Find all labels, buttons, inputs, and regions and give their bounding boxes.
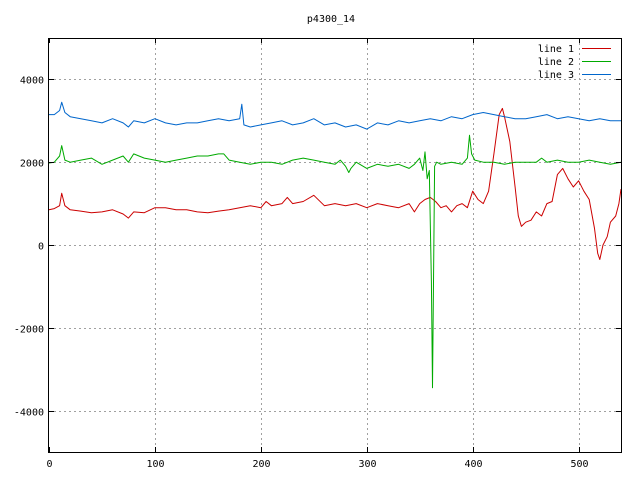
y-axis-ticks: -4000 -2000 0 2000 4000 (14, 76, 621, 419)
x-tick-label: 500 (570, 459, 588, 470)
legend-label: line 2 (538, 57, 574, 68)
y-tick-label: -4000 (14, 408, 44, 419)
x-tick-label: 300 (358, 459, 376, 470)
y-tick-label: 2000 (20, 159, 44, 170)
x-tick-label: 400 (464, 459, 482, 470)
x-axis-ticks: 0 100 200 300 400 500 (46, 38, 589, 470)
series-line-3 (49, 101, 621, 130)
x-tick-label: 200 (252, 459, 270, 470)
legend-label: line 1 (538, 44, 574, 55)
series-line-2 (48, 134, 622, 389)
y-tick-label: 4000 (20, 76, 44, 87)
plot-frame (48, 38, 622, 453)
x-tick-label: 0 (46, 459, 52, 470)
y-tick-label: -2000 (14, 325, 44, 336)
series-line-1 (48, 107, 622, 260)
series-lines (48, 101, 622, 389)
legend-label: line 3 (538, 70, 574, 81)
y-tick-label: 0 (38, 242, 44, 253)
chart-title: p4300_14 (307, 14, 355, 25)
x-tick-label: 100 (146, 459, 164, 470)
legend: line 1 line 2 line 3 (538, 44, 611, 81)
grid-lines (49, 38, 621, 452)
